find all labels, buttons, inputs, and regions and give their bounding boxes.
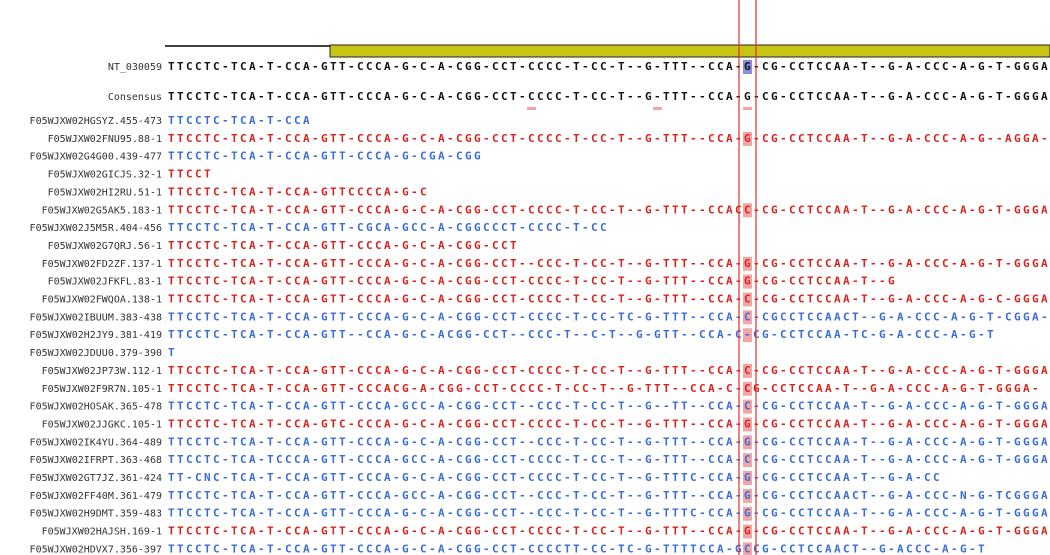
sequence: TTCCTC-TCA-T-CCA-GTT-CGCA-GCC-A-CGGCCCT-… — [168, 221, 607, 234]
sequence: TTCCTC-TCA-T-CCA — [168, 114, 310, 127]
read-name: F05WJXW02H9DMT.359-483 — [30, 509, 162, 520]
read-name: F05WJXW02IBUUM.383-438 — [30, 312, 162, 323]
sequence: TTCCTC-TCA-T-CCA-GTT-CCCA-G-C-A-CGG-CCT-… — [168, 90, 1050, 103]
sequence: TT-CNC-TCA-T-CCA-GTT-CCCA-G-C-A-CGG-CCT-… — [168, 471, 940, 484]
sequence: T — [168, 346, 175, 359]
cell-highlight — [743, 203, 752, 218]
sequence: TTCCTC-TCA-T-CCA-GTT-CCCACG-A-CGG-CCT-CC… — [168, 382, 1039, 395]
sequence: TTCCTC-TCA-T-CCA-GTT-CCCA-G-C-A-CGG-CCT-… — [168, 293, 1050, 306]
read-name: F05WJXW02HOSAK.365-478 — [30, 402, 162, 413]
sequence: TTCCTC-TCA-T-CCA-GTT-CCCA-G-C-A-CGG-CCT-… — [168, 542, 985, 555]
cell-highlight — [743, 488, 752, 503]
sequence: TTCCTC-TCA-T-CCA-GTT-CCCA-G-C-A-CGG-CCT-… — [168, 364, 1050, 377]
cell-highlight — [743, 524, 752, 539]
read-name: F05WJXW02IK4YU.364-489 — [30, 437, 162, 448]
cell-highlight — [743, 274, 752, 289]
sequence: TTCCTC-TCA-T-CCA-GTT-CCCA-G-C-A-CGG-CCT-… — [168, 525, 1050, 538]
sequence: TTCCTC-TCA-TCCCA-GTT-CCCA-GCC-A-CGG-CCT-… — [168, 453, 1050, 466]
consensus-name: Consensus — [108, 92, 162, 103]
sequence: TTCCTC-TCA-T-CCA-GTT-CCCA-G-C-A-CGG-CCT — [168, 239, 517, 252]
read-name: F05WJXW02FF40M.361-479 — [30, 491, 162, 502]
sequence: TTCCTC-TCA-T-CCA-GTT--CCA-G-C-ACGG-CCT--… — [168, 328, 994, 341]
cell-highlight — [743, 435, 752, 450]
variation-mark — [743, 107, 752, 110]
cell-highlight — [743, 381, 752, 396]
read-name: F05WJXW02GT7JZ.361-424 — [30, 473, 162, 484]
read-name: F05WJXW02JJGKC.105-1 — [42, 419, 162, 430]
cell-highlight — [743, 256, 752, 271]
sequence: TTCCTC-TCA-T-CCA-GTT-CCCA-G-C-A-CGG-CCT-… — [168, 203, 1050, 216]
variation-mark — [527, 107, 536, 110]
read-name: F05WJXW02JDUU0.379-390 — [30, 348, 162, 359]
read-name: F05WJXW02JFKFL.83-1 — [48, 277, 162, 288]
cell-highlight — [743, 363, 752, 378]
cell-highlight — [743, 310, 752, 325]
sequence: TTCCTC-TCA-T-CCA-GTT-CCCA-GCC-A-CGG-CCT-… — [168, 489, 1050, 502]
sequence: TTCCTC-TCA-T-CCA-GTT-CCCA-GCC-A-CGG-CCT-… — [168, 400, 1050, 413]
cell-highlight — [743, 292, 752, 307]
sequence: TTCCTC-TCA-T-CCA-GTT-CCCA-G-C-A-CGG-CCT-… — [168, 507, 1050, 520]
column-highlight — [743, 60, 752, 74]
read-name: F05WJXW02F9R7N.105-1 — [42, 384, 162, 395]
cell-highlight — [743, 399, 752, 414]
sequence: TTCCTC-TCA-T-CCA-GTC-CCCA-G-C-A-CGG-CCT-… — [168, 417, 1050, 430]
read-name: F05WJXW02JP73W.112-1 — [42, 366, 162, 377]
variation-mark — [653, 107, 662, 110]
sequence: TTCCTC-TCA-T-CCA-GTT-CCCA-G-C-A-CGG-CCT-… — [168, 435, 1050, 448]
sequence: TTCCTC-TCA-T-CCA-GTT-CCCA-G-C-A-CGG-CCT-… — [168, 310, 1048, 323]
sequence: TTCCTC-TCA-T-CCA-GTT-CCCA-G-CGA-CGG — [168, 150, 481, 163]
cell-highlight — [743, 453, 752, 468]
sequence: TTCCTC-TCA-T-CCA-GTT-CCCA-G-C-A-CGG-CCT-… — [168, 132, 1048, 145]
read-name: F05WJXW02G5AK5.183-1 — [42, 205, 162, 216]
sequence: TTCCTC-TCA-T-CCA-GTT-CCCA-G-C-A-CGG-CCT-… — [168, 257, 1050, 270]
read-name: F05WJXW02HDVX7.356-397 — [30, 544, 162, 555]
cell-highlight — [743, 328, 752, 343]
cell-highlight — [743, 542, 752, 555]
cell-highlight — [743, 506, 752, 521]
read-name: F05WJXW02FWQOA.138-1 — [42, 295, 162, 306]
sequence: TTCCTC-TCA-T-CCA-GTTCCCCA-G-C — [168, 185, 427, 198]
read-name: F05WJXW02J5M5R.404-456 — [30, 223, 162, 234]
read-name: F05WJXW02HGSYZ.455-473 — [30, 116, 162, 127]
sequence: TTCCTC-TCA-T-CCA-GTT-CCCA-G-C-A-CGG-CCT-… — [168, 275, 895, 288]
read-name: F05WJXW02GICJS.32-1 — [48, 170, 162, 181]
read-name: F05WJXW02FNU95.88-1 — [48, 134, 162, 145]
cell-highlight — [743, 471, 752, 485]
read-name: F05WJXW02H2JY9.381-419 — [30, 330, 162, 341]
coverage-bar — [329, 44, 1050, 58]
read-name: F05WJXW02IFRPT.363-468 — [30, 455, 162, 466]
sequence: TTCCTC-TCA-T-CCA-GTT-CCCA-G-C-A-CGG-CCT-… — [168, 60, 1050, 73]
read-name: F05WJXW02G7QRJ.56-1 — [48, 241, 162, 252]
read-name: F05WJXW02G4G00.439-477 — [30, 152, 162, 163]
read-name: F05WJXW02HAJSH.169-1 — [42, 527, 162, 538]
read-name: F05WJXW02FD2ZF.137-1 — [42, 259, 162, 270]
cell-highlight — [743, 131, 752, 146]
cell-highlight — [743, 417, 752, 432]
read-name: F05WJXW02HI2RU.51-1 — [48, 187, 162, 198]
reference-name: NT_030059 — [108, 62, 162, 73]
sequence: TTCCT — [168, 168, 211, 181]
